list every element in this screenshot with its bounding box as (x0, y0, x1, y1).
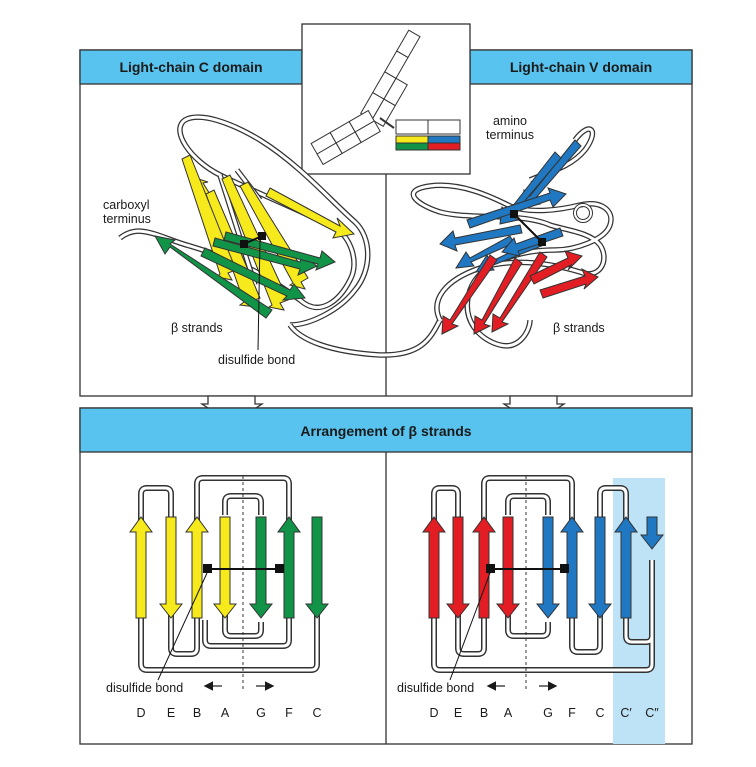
c-domain-title: Light-chain C domain (119, 59, 262, 75)
strand-c-prime-right (614, 516, 638, 619)
amino-terminus-label-1: amino (493, 114, 527, 128)
strand-a-left (212, 516, 238, 619)
c-domain-strand-letters: D E B A G F C (136, 706, 321, 720)
c-domain-disulfide-bond (157, 564, 284, 681)
strand-letter: C (595, 706, 604, 720)
strand-d-right (422, 516, 446, 619)
v-domain-title: Light-chain V domain (510, 59, 652, 75)
carboxyl-terminus-label-2: terminus (103, 212, 151, 226)
strand-g-left (248, 516, 274, 619)
arrangement-header-bar (79, 407, 693, 453)
v-domain-ribbon (410, 126, 614, 349)
strand-letter: D (136, 706, 145, 720)
strand-letter: E (454, 706, 462, 720)
strand-e-left (158, 516, 184, 619)
strand-letter: C (312, 706, 321, 720)
disulfide-bond-label-left: disulfide bond (106, 681, 183, 695)
strand-b-right (472, 516, 496, 619)
strand-letter: C″ (645, 706, 659, 720)
strand-letter: A (504, 706, 513, 720)
strand-c-left (304, 516, 330, 619)
strand-letter: F (285, 706, 293, 720)
carboxyl-terminus-label-1: carboxyl (103, 198, 150, 212)
beta-strands-label-v: β strands (553, 321, 605, 335)
strand-f-left (277, 516, 301, 619)
strand-letter: A (221, 706, 230, 720)
strand-g-right (535, 516, 561, 619)
strand-e-right (445, 516, 471, 619)
strand-letter: E (167, 706, 175, 720)
strand-letter: C′ (620, 706, 632, 720)
strand-d-left (129, 516, 153, 619)
c-domain-ribbon (118, 114, 443, 358)
strand-c-double-prime-right (639, 516, 665, 550)
v-domain-strand-letters: D E B A G F C C′ C″ (429, 706, 659, 720)
v-domain-header-bar (469, 49, 693, 85)
v-domain-disulfide-bond (449, 564, 569, 681)
antibody-inset (301, 23, 471, 175)
c-domain-header-bar (79, 49, 303, 85)
strand-c-right (587, 516, 613, 619)
c-domain-topology-connectors (138, 475, 320, 673)
amino-terminus-label-2: terminus (486, 128, 534, 142)
strand-a-right (495, 516, 521, 619)
c-domain-strands (129, 516, 330, 619)
beta-strands-label-c: β strands (171, 321, 223, 335)
strand-letter: D (429, 706, 438, 720)
strand-letter: B (480, 706, 488, 720)
arrangement-title: Arrangement of β strands (300, 423, 471, 439)
strand-f-right (560, 516, 584, 619)
strand-letter: G (256, 706, 266, 720)
strand-letter: G (543, 706, 553, 720)
disulfide-bond-label-right: disulfide bond (397, 681, 474, 695)
v-domain-strands (422, 516, 665, 619)
strand-letter: B (193, 706, 201, 720)
strand-letter: F (568, 706, 576, 720)
v-domain-topology-connectors (431, 475, 655, 673)
disulfide-bond-label-top: disulfide bond (218, 353, 295, 367)
strand-b-left (185, 516, 209, 619)
